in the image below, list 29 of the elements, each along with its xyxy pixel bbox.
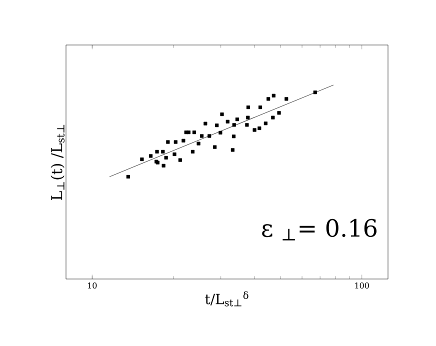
- point: [258, 105, 262, 110]
- point: [215, 124, 219, 128]
- point: [174, 140, 178, 144]
- point: [266, 97, 270, 101]
- point: [166, 140, 170, 144]
- point: [190, 150, 195, 154]
- point: [178, 158, 182, 162]
- point: [204, 122, 208, 126]
- annotation: ε $_{⊥}$= 0.16: [262, 218, 377, 240]
- point: [246, 116, 250, 120]
- point: [264, 122, 268, 126]
- point: [140, 157, 144, 162]
- point: [196, 142, 200, 146]
- point: [208, 134, 212, 138]
- point: [162, 164, 166, 168]
- point: [218, 130, 222, 134]
- point: [186, 130, 190, 134]
- point: [252, 128, 256, 132]
- point: [164, 156, 168, 160]
- point: [213, 145, 217, 149]
- point: [232, 134, 236, 138]
- x-axis-title: t/L$_{st⊥}$δ: [205, 291, 248, 306]
- y-axis-title: L$_{⊥}$(t) /L$_{st⊥}$: [50, 124, 64, 200]
- point: [258, 126, 262, 130]
- point: [277, 111, 281, 115]
- point: [182, 138, 186, 142]
- point: [226, 120, 230, 124]
- point: [200, 134, 204, 138]
- point: [271, 116, 275, 120]
